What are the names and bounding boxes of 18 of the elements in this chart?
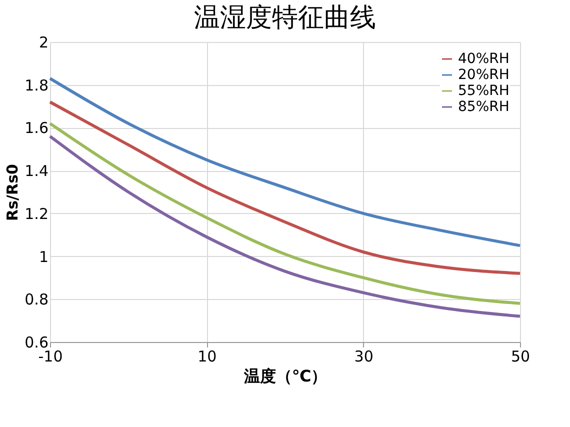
y-tick-label: 1.6 <box>24 119 48 138</box>
chart-title: 温湿度特征曲线 <box>194 3 376 33</box>
y-tick-label: 1 <box>38 248 48 266</box>
y-tick-label: 1.4 <box>24 162 48 180</box>
y-tick-label: 0.8 <box>24 290 48 309</box>
x-axis-title: 温度（℃） <box>242 366 328 386</box>
y-tick-label: 1.2 <box>24 204 48 223</box>
y-tick-label: 1.8 <box>24 76 48 94</box>
legend-label: 85%RH <box>458 99 510 115</box>
y-tick-label: 2 <box>38 34 48 52</box>
legend-label: 20%RH <box>458 67 510 83</box>
x-tick-label: 50 <box>510 348 530 366</box>
legend-label: 40%RH <box>458 51 510 67</box>
x-tick-label: 10 <box>198 348 217 366</box>
legend-label: 55%RH <box>458 83 510 99</box>
x-tick-label: 30 <box>354 348 374 366</box>
y-axis-title: Rs/Rs0 <box>4 164 22 221</box>
line-series <box>48 100 522 275</box>
